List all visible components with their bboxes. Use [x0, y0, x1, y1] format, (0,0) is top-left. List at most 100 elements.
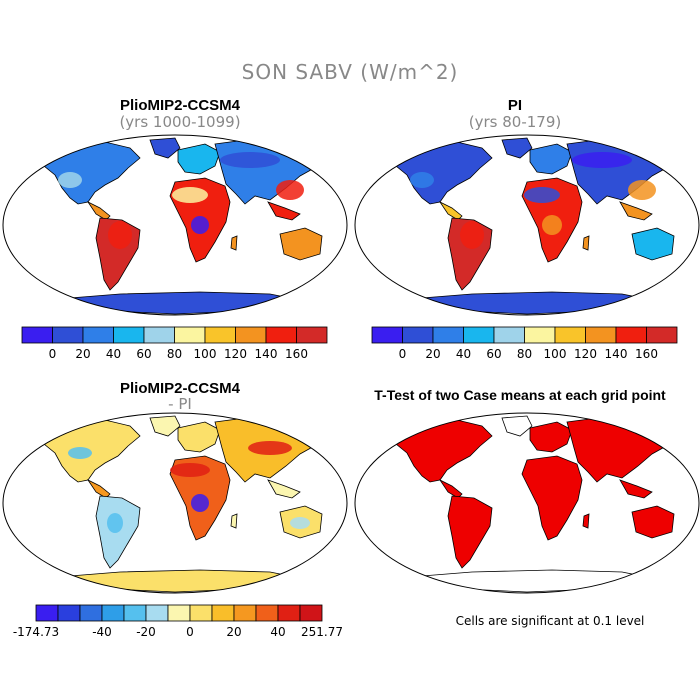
field-patch-2: [248, 441, 292, 455]
land-centralAmerica: [438, 200, 463, 221]
land-centralAmerica: [86, 200, 111, 221]
land-greenland: [501, 137, 533, 159]
map-border: [2, 412, 348, 594]
colorbar-swatch: [204, 326, 236, 344]
land-madagascar: [230, 513, 238, 529]
land-northAmerica: [43, 419, 141, 483]
colorbar-tick-label: 120: [574, 347, 597, 361]
land-australia: [631, 505, 675, 539]
colorbar-swatch: [57, 604, 81, 622]
colorbar-swatch: [233, 604, 257, 622]
land-greenland: [149, 415, 181, 437]
land-antarctica: [420, 569, 654, 593]
field-patch-1: [542, 215, 562, 235]
colorbar-swatch: [432, 326, 464, 344]
colorbar-panel-2: 0 20 40 60 80 100 120 140 160: [371, 326, 678, 361]
land-madagascar: [582, 513, 590, 529]
land-northAmerica: [43, 141, 141, 205]
colorbar-tick-label: 60: [486, 347, 501, 361]
colorbar-swatch: [265, 326, 297, 344]
colorbar-swatch: [615, 326, 647, 344]
field-patch-0: [108, 221, 132, 249]
colorbar-tick-label: 0: [399, 347, 407, 361]
colorbar-swatch: [143, 326, 175, 344]
land-europe: [177, 421, 221, 453]
land-antarctica: [420, 291, 654, 315]
colorbar-swatch: [255, 604, 279, 622]
colorbar-tick-label: 40: [106, 347, 121, 361]
panel-3-subtitle: - PI: [168, 395, 192, 413]
colorbar-tick-label: 40: [270, 625, 285, 639]
land-madagascar: [230, 235, 238, 251]
colorbar-swatch: [79, 604, 103, 622]
panel-2-title: PI: [507, 97, 523, 114]
map-panel-4: [354, 412, 700, 594]
colorbar-swatch: [35, 604, 59, 622]
land-northAmerica: [395, 419, 493, 483]
field-patch-0: [191, 494, 209, 512]
colorbar-swatch: [554, 326, 586, 344]
field-patch-3: [628, 180, 656, 200]
panel-1-subtitle: (yrs 1000-1099): [119, 113, 241, 131]
map-panel-1: [2, 134, 348, 316]
colorbar-tick-label: 140: [605, 347, 628, 361]
land-europe: [529, 143, 573, 175]
land-madagascar: [582, 235, 590, 251]
colorbar-swatch: [82, 326, 114, 344]
field-patch-4: [410, 172, 434, 188]
colorbar-tick-label: 80: [167, 347, 182, 361]
land-southAmerica: [447, 495, 493, 569]
colorbar-swatch: [585, 326, 617, 344]
colorbar-panel-1: 0 20 40 60 80 100 120 140 160: [21, 326, 328, 361]
land-seAsia: [619, 201, 653, 221]
land-europe: [177, 143, 221, 175]
land-centralAmerica: [438, 478, 463, 499]
land-australia: [631, 227, 675, 261]
panel-2-subtitle: (yrs 80-179): [468, 113, 562, 131]
figure-title: SON SABV (W/m^2): [241, 60, 459, 84]
colorbar-panel-3: -174.73 -40 -20 0 20 40 251.77: [13, 604, 343, 639]
colorbar-tick-label: 160: [635, 347, 658, 361]
colorbar-swatch: [145, 604, 169, 622]
colorbar-swatch: [371, 326, 403, 344]
land-seAsia: [267, 479, 301, 499]
colorbar-tick-label: 100: [194, 347, 217, 361]
panel-3-title: PlioMIP2-CCSM4: [119, 380, 240, 397]
field-patch-1: [191, 216, 209, 234]
colorbar-swatch: [493, 326, 525, 344]
colorbar-tick-label: 20: [75, 347, 90, 361]
field-patch-2: [172, 187, 208, 203]
land-europe: [529, 421, 573, 453]
field-patch-2: [524, 187, 560, 203]
colorbar-tick-label: 60: [136, 347, 151, 361]
colorbar-tick-label: 140: [255, 347, 278, 361]
colorbar-swatch: [299, 604, 323, 622]
colorbar-swatch: [402, 326, 434, 344]
colorbar-swatch: [277, 604, 301, 622]
land-africa: [521, 455, 583, 541]
field-patch-5: [572, 152, 632, 168]
colorbar-swatch: [123, 604, 147, 622]
land-asia: [214, 137, 321, 205]
map-panel-2: [354, 134, 700, 316]
map-border: [2, 134, 348, 316]
field-patch-1: [170, 463, 210, 477]
colorbar-tick-label: 160: [285, 347, 308, 361]
colorbar-tick-label: -40: [92, 625, 112, 639]
colorbar-tick-label: 0: [49, 347, 57, 361]
map-panel-3: [2, 412, 348, 594]
colorbar-swatch: [113, 326, 145, 344]
land-asia: [566, 137, 673, 205]
colorbar-swatch: [21, 326, 53, 344]
map-border: [354, 412, 700, 594]
colorbar-swatch: [101, 604, 125, 622]
land-seAsia: [267, 201, 301, 221]
field-patch-0: [460, 221, 484, 249]
colorbar-swatch: [463, 326, 495, 344]
land-seAsia: [619, 479, 653, 499]
field-patch-5: [220, 152, 280, 168]
field-patch-4: [68, 447, 92, 459]
land-greenland: [149, 137, 181, 159]
panel-4-title: T-Test of two Case means at each grid po…: [374, 387, 666, 403]
map-border: [354, 134, 700, 316]
